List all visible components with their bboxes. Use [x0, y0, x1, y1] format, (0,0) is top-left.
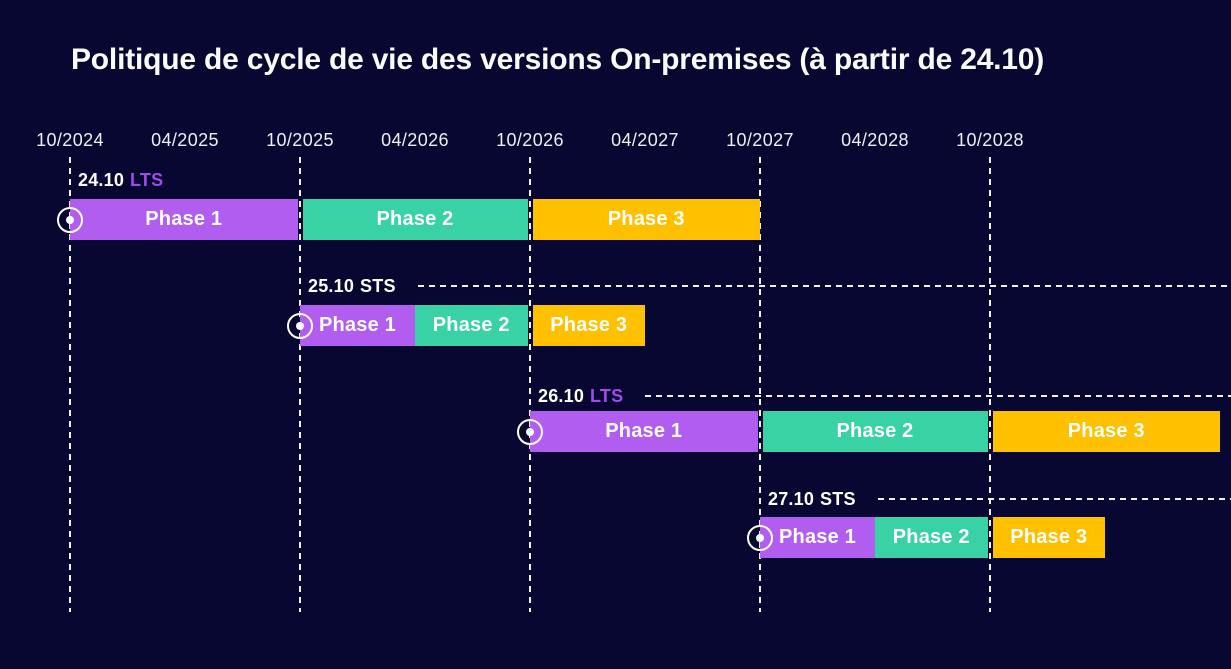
axis-tick-label: 10/2024 [36, 130, 104, 150]
release-label-row: 25.10 STS [308, 272, 1231, 300]
year-gridline [69, 157, 71, 612]
phase-segment: Phase 2 [875, 517, 988, 558]
axis-tick-label: 04/2027 [611, 130, 679, 150]
phase-segment: Phase 3 [532, 199, 760, 240]
release-start-marker-icon [747, 524, 773, 551]
phase-segment: Phase 1 [760, 517, 875, 558]
label-dashed-line [877, 498, 1231, 500]
axis-tick-label: 04/2028 [841, 130, 909, 150]
chart-title: Politique de cycle de vie des versions O… [71, 43, 1045, 76]
release-type-badge: LTS [130, 169, 164, 190]
axis-tick-label: 04/2025 [151, 130, 219, 150]
phase-segment: Phase 2 [302, 199, 528, 240]
phase-segment: Phase 1 [530, 411, 758, 452]
label-dashed-line [417, 285, 1231, 287]
marker-dot-icon [526, 427, 534, 436]
phase-segment: Phase 1 [300, 305, 415, 346]
phase-segment: Phase 2 [415, 305, 528, 346]
release-type-badge: STS [820, 488, 856, 509]
release-start-marker-icon [57, 206, 83, 233]
release-start-marker-icon [287, 312, 313, 339]
release-version: 25.10 [308, 275, 355, 296]
year-gridline [529, 157, 531, 612]
phase-segment: Phase 2 [762, 411, 988, 452]
axis-tick-label: 10/2026 [496, 130, 564, 150]
phase-segment: Phase 3 [992, 517, 1105, 558]
release-version: 26.10 [538, 385, 585, 406]
axis-tick-label: 04/2026 [381, 130, 449, 150]
phase-segment: Phase 3 [532, 305, 645, 346]
release-label-row: 24.10 LTS [78, 166, 1231, 194]
release-type-badge: LTS [590, 385, 624, 406]
year-gridline [989, 157, 991, 612]
year-gridline [759, 157, 761, 612]
release-label-row: 26.10 LTS [538, 382, 1231, 410]
label-dashed-line [645, 395, 1231, 397]
axis-tick-label: 10/2027 [726, 130, 794, 150]
marker-dot-icon [756, 533, 764, 542]
release-start-marker-icon [517, 418, 543, 445]
axis-tick-label: 10/2028 [956, 130, 1024, 150]
release-version: 27.10 [768, 488, 815, 509]
phase-segment: Phase 1 [70, 199, 298, 240]
marker-dot-icon [296, 321, 304, 330]
axis-tick-label: 10/2025 [266, 130, 334, 150]
phase-segment: Phase 3 [992, 411, 1220, 452]
release-version: 24.10 [78, 169, 125, 190]
marker-dot-icon [66, 215, 74, 224]
release-type-badge: STS [360, 275, 396, 296]
year-gridline [299, 157, 301, 612]
release-label-row: 27.10 STS [768, 485, 1231, 513]
